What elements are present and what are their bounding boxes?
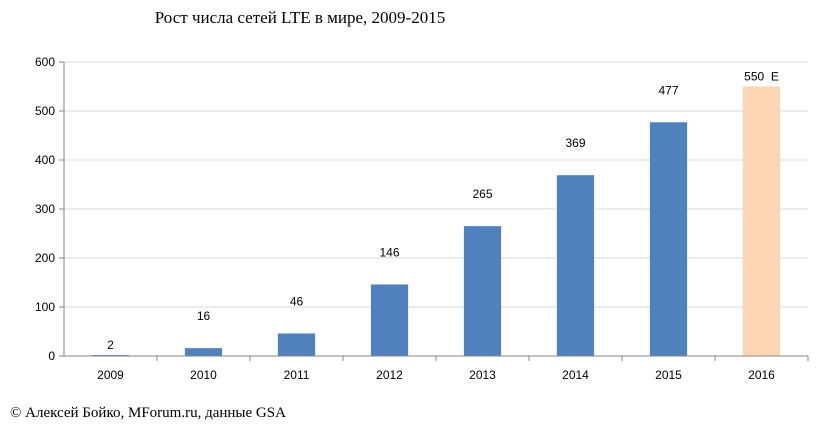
data-label-2015: 477 — [658, 83, 678, 97]
bar-2012 — [370, 284, 409, 356]
bar-2013 — [463, 226, 502, 356]
bar-2015 — [649, 122, 688, 357]
bar-2016 — [742, 86, 781, 356]
bar-2011 — [277, 333, 316, 356]
x-tick-label-2016: 2016 — [748, 368, 775, 382]
y-tick-label: 300 — [35, 202, 55, 216]
gridlines — [64, 61, 808, 308]
x-tick-label-2010: 2010 — [190, 368, 217, 382]
x-tick-label-2012: 2012 — [376, 368, 403, 382]
bar-2014 — [556, 175, 595, 356]
data-labels: 2 16 46 146 265 369 477 550 E — [107, 70, 779, 353]
bars — [91, 86, 781, 357]
y-tick-label: 200 — [35, 251, 55, 265]
chart-title: Рост числа сетей LTE в мире, 2009-2015 — [154, 8, 446, 27]
x-tick-label-2014: 2014 — [562, 368, 589, 382]
y-tick-label: 500 — [35, 104, 55, 118]
y-tick-label: 600 — [35, 55, 55, 69]
data-label-2016: 550 E — [744, 70, 779, 84]
data-label-2009: 2 — [107, 338, 114, 352]
y-tick-label: 0 — [48, 349, 55, 363]
lte-networks-bar-chart: 2 16 46 146 265 369 477 550 E 0 100 200 300 400 500 6… — [35, 55, 809, 382]
data-label-2010: 16 — [197, 309, 211, 323]
data-label-2013: 265 — [472, 187, 492, 201]
x-tick-label-2011: 2011 — [284, 368, 310, 382]
data-label-2014: 369 — [565, 136, 585, 150]
y-tick-label: 400 — [35, 153, 55, 167]
data-label-2011: 46 — [290, 294, 304, 308]
data-label-2012: 146 — [379, 245, 399, 259]
credit-text: © Алексей Бойко, MForum.ru, данные GSA — [10, 405, 286, 421]
x-tick-label-2013: 2013 — [469, 368, 496, 382]
x-tick-label-2015: 2015 — [655, 368, 682, 382]
bar-2010 — [184, 348, 223, 356]
x-tick-label-2009: 2009 — [97, 368, 124, 382]
y-tick-label: 100 — [35, 300, 55, 314]
